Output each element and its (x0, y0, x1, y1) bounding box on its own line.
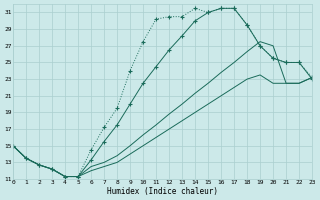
X-axis label: Humidex (Indice chaleur): Humidex (Indice chaleur) (107, 187, 218, 196)
